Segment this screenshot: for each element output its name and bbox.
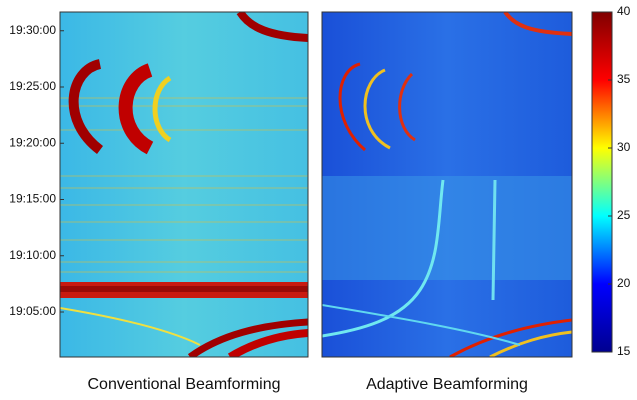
heatmap-image: [322, 12, 572, 357]
y-tick-label: 19:20:00: [9, 135, 56, 149]
y-tick-label: 19:15:00: [9, 192, 56, 206]
y-tick-label: 19:10:00: [9, 248, 56, 262]
colorbar-tick-label: 20: [617, 276, 631, 290]
colorbar-tick-label: 35: [617, 72, 631, 86]
heatmap-image: [60, 12, 308, 357]
colorbar-tick-label: 30: [617, 140, 631, 154]
y-tick-label: 19:25:00: [9, 79, 56, 93]
colorbar-tick-label: 40: [617, 4, 631, 18]
y-tick-label: 19:05:00: [9, 304, 56, 318]
caption: Conventional Beamforming: [88, 376, 281, 393]
colorbar: [591, 11, 613, 353]
colorbar-tick-label: 25: [617, 208, 631, 222]
colorbar-tick-label: 15: [617, 344, 631, 358]
y-tick-label: 19:30:00: [9, 23, 56, 37]
caption: Adaptive Beamforming: [366, 376, 528, 393]
